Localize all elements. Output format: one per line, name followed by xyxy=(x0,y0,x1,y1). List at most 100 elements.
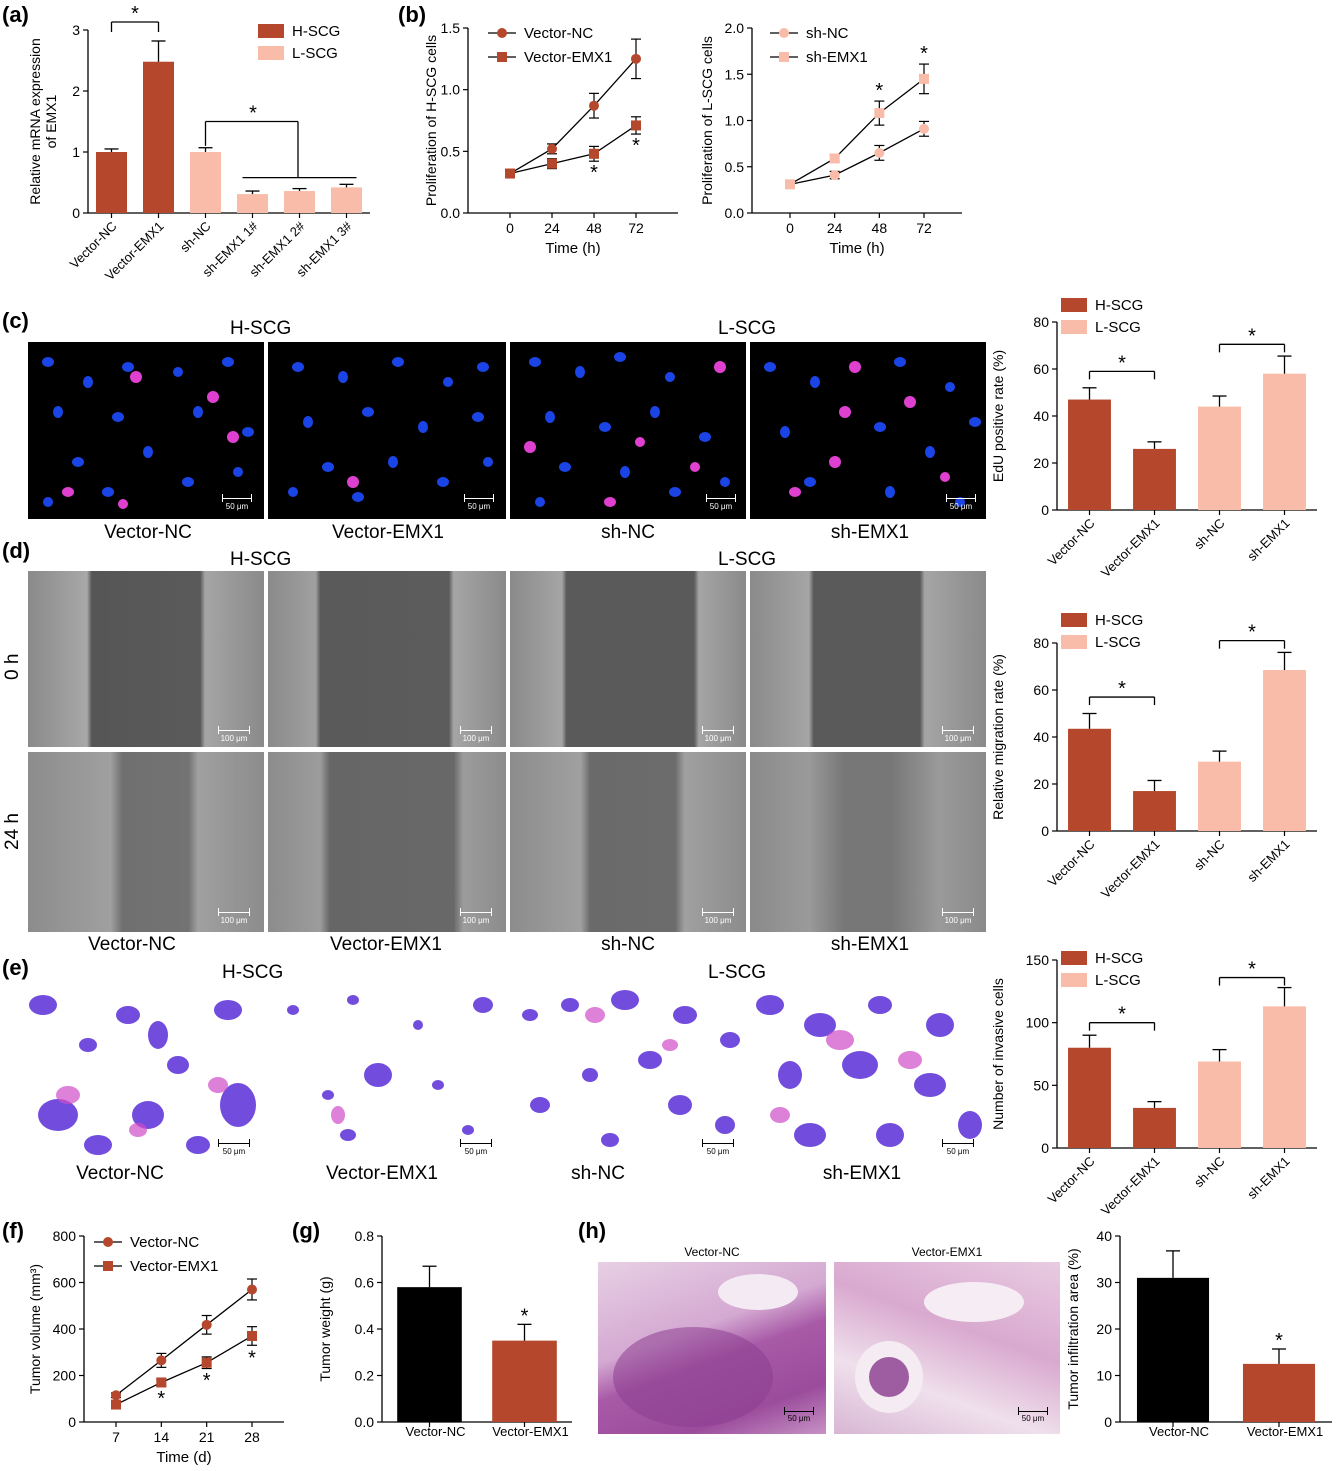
b2-y-tick-label: 0.5 xyxy=(725,159,745,175)
f-x-tick-label: 14 xyxy=(154,1429,170,1445)
e-y-axis-title: Number of invasive cells xyxy=(990,978,1006,1130)
panel-label-a: (a) xyxy=(2,2,29,27)
h-bar xyxy=(1136,1277,1210,1422)
b1-y-axis-title: Proliferation of H-SCG cells xyxy=(423,35,439,206)
scale-text-d4: 100 μm xyxy=(944,734,972,743)
scale-bar-d4 xyxy=(942,726,974,734)
d-bar xyxy=(1198,761,1241,831)
invasion-image-vector-emx1 xyxy=(268,985,506,1163)
b1-point xyxy=(589,148,599,159)
a-bar xyxy=(189,152,222,213)
e-legend-swatch xyxy=(1061,973,1087,987)
scale-bar-c2 xyxy=(464,494,494,502)
wound-image-0h-vector-emx1 xyxy=(268,571,506,747)
a-y-tick-label: 1 xyxy=(72,144,80,160)
b1-sig-star: * xyxy=(590,162,598,184)
d-legend-swatch xyxy=(1061,635,1087,649)
h-x-tick-label: Vector-NC xyxy=(1149,1424,1209,1439)
a-y-axis-title: of EMX1 xyxy=(43,94,59,148)
image-label-c-sh-emx1: sh-EMX1 xyxy=(830,522,910,543)
c-bar xyxy=(1263,373,1306,510)
g-y-tick-label: 0.8 xyxy=(355,1228,375,1244)
b2-y-tick-label: 1.0 xyxy=(725,113,745,129)
f-x-tick-label: 28 xyxy=(244,1429,260,1445)
panel-label-b: (b) xyxy=(398,2,427,27)
b1-legend-marker xyxy=(497,28,507,38)
row-label-0h: 0 h xyxy=(2,653,23,680)
b1-y-tick-label: 1.0 xyxy=(441,82,461,98)
group-label-l-scg-c: L-SCG xyxy=(718,318,777,339)
b1-y-tick-label: 1.5 xyxy=(441,20,461,36)
e-y-tick-label: 0 xyxy=(1041,1140,1049,1156)
c-x-tick-label: Vector-NC xyxy=(1045,516,1098,569)
wound-image-24h-sh-nc xyxy=(510,752,746,932)
f-x-tick-label: 7 xyxy=(112,1429,120,1445)
wound-image-24h-sh-emx1 xyxy=(750,752,986,932)
scale-text-e2: 50 μm xyxy=(464,1147,488,1156)
b1-point xyxy=(631,120,641,131)
a-y-tick-label: 3 xyxy=(72,22,80,38)
f-y-tick-label: 0 xyxy=(68,1414,76,1430)
d-bar xyxy=(1133,791,1176,831)
a-legend-label: L-SCG xyxy=(292,45,338,62)
g-bar xyxy=(397,1287,462,1422)
c-legend-label: H-SCG xyxy=(1095,297,1143,314)
chart-b1: 0.0 0.5 1.0 1.5 0 24 48 72 Time (h) Proliferation… xyxy=(423,20,678,257)
wound-image-0h-sh-nc xyxy=(510,571,746,747)
scale-bar-h2 xyxy=(1018,1407,1048,1415)
b1-series-line xyxy=(509,58,637,175)
f-point xyxy=(201,1319,212,1330)
b2-sig-star: * xyxy=(875,80,883,102)
b2-point xyxy=(829,170,840,181)
scale-text-h1: 50 μm xyxy=(787,1414,811,1423)
scale-bar-d3 xyxy=(702,726,734,734)
e-sig-star: * xyxy=(1248,959,1256,981)
e-x-tick-label: Vector-EMX1 xyxy=(1098,1154,1163,1219)
chart-c: 0 20 40 60 80 Vector-NC Vector-EMX1 sh-NC sh-EMX… xyxy=(990,297,1317,580)
h-bar xyxy=(1242,1363,1316,1422)
group-label-l-scg-e: L-SCG xyxy=(708,962,767,983)
row-label-24h: 24 h xyxy=(2,813,23,850)
a-legend-label: H-SCG xyxy=(292,23,340,40)
h-y-axis-title: Tumor infiltration area (%) xyxy=(1065,1248,1081,1409)
b1-legend-label: Vector-NC xyxy=(524,25,593,42)
d-y-axis-title: Relative migration rate (%) xyxy=(990,654,1006,820)
h-y-tick-label: 30 xyxy=(1096,1275,1112,1291)
h-y-tick-label: 0 xyxy=(1104,1414,1112,1430)
e-legend-label: H-SCG xyxy=(1095,950,1143,967)
f-point xyxy=(156,1377,167,1388)
e-y-tick-label: 150 xyxy=(1026,952,1050,968)
d-legend-label: L-SCG xyxy=(1095,634,1141,651)
a-bar xyxy=(236,194,269,213)
scale-bar-d8 xyxy=(942,908,974,916)
f-sig-star: * xyxy=(203,1370,211,1392)
invasion-image-sh-emx1 xyxy=(750,985,986,1163)
scale-text-d6: 100 μm xyxy=(462,916,490,925)
d-y-tick-label: 80 xyxy=(1033,635,1049,651)
edu-image-vector-nc xyxy=(28,342,264,519)
b1-point xyxy=(631,53,641,64)
g-x-tick-label: Vector-NC xyxy=(406,1424,466,1439)
b1-y-tick-label: 0.0 xyxy=(441,205,461,221)
c-y-tick-label: 0 xyxy=(1041,502,1049,518)
c-y-tick-label: 40 xyxy=(1033,408,1049,424)
chart-f: 0 200 400 600 800 7 14 21 28 Time (d) Tumor volume… xyxy=(27,1228,284,1466)
f-point xyxy=(156,1355,167,1366)
panel-label-f: (f) xyxy=(2,1218,24,1243)
g-sig-star: * xyxy=(521,1305,529,1327)
d-y-tick-label: 0 xyxy=(1041,823,1049,839)
a-sig-star: * xyxy=(131,3,139,25)
c-y-axis-title: EdU positive rate (%) xyxy=(990,350,1006,482)
h-x-tick-label: Vector-EMX1 xyxy=(1247,1424,1324,1439)
b1-legend-marker xyxy=(497,52,507,62)
b2-point xyxy=(829,153,840,164)
c-y-tick-label: 80 xyxy=(1033,314,1049,330)
f-legend-marker xyxy=(103,1261,113,1271)
d-bar xyxy=(1263,670,1306,831)
b2-y-axis-title: Proliferation of L-SCG cells xyxy=(699,36,715,205)
f-legend-label: Vector-NC xyxy=(130,1234,199,1251)
f-point xyxy=(111,1390,121,1401)
scale-text-d7: 100 μm xyxy=(704,916,732,925)
b2-legend-label: sh-NC xyxy=(806,25,849,42)
